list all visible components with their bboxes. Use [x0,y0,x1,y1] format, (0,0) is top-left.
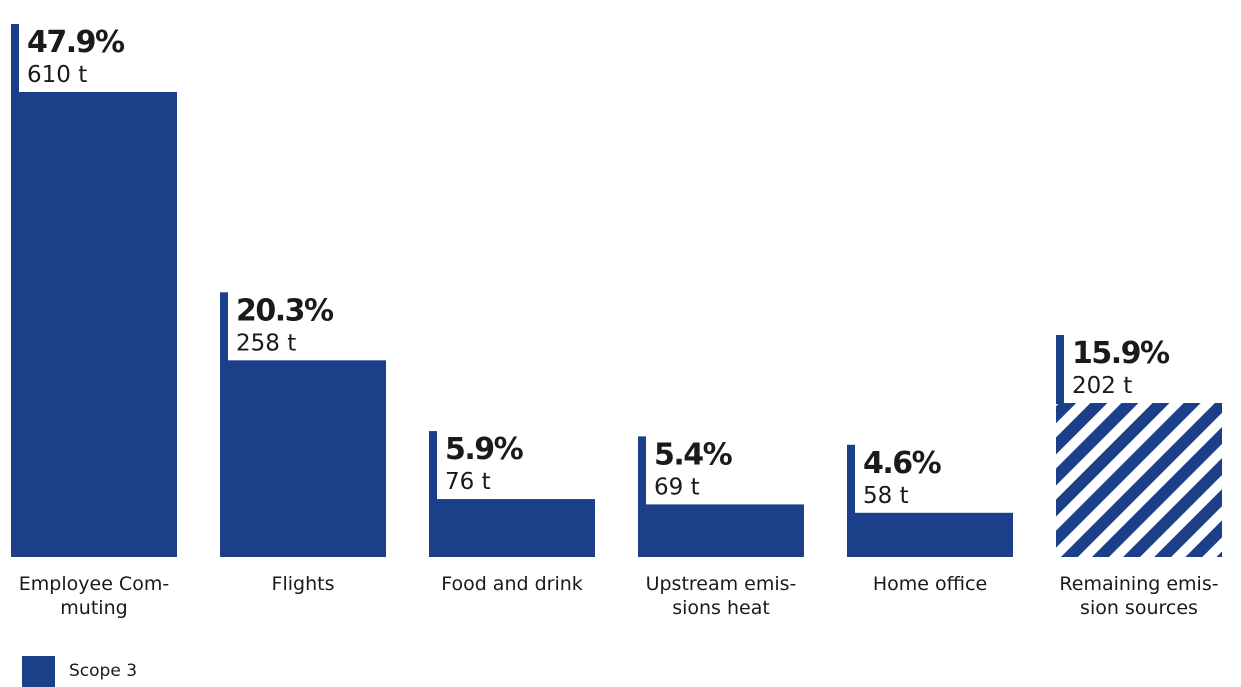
bar-label-accent-flights [220,292,228,362]
bar-food-and-drink [429,499,595,557]
percent-label-remaining-emission-sources: 15.9% [1072,336,1170,371]
bar-remaining-emission-sources [1056,403,1222,557]
bar-flights [220,360,386,557]
percent-label-employee-commuting: 47.9% [27,25,125,60]
value-label-food-and-drink: 76 t [445,469,491,495]
percent-label-flights: 20.3% [236,293,334,328]
value-label-home-office: 58 t [863,483,909,509]
legend: Scope 3 [22,655,137,687]
bar-employee-commuting [11,92,177,557]
category-label-remaining-emission-sources: Remaining emis- [1059,573,1218,595]
percent-label-food-and-drink: 5.9% [445,432,524,467]
bar-label-accent-employee-commuting [11,24,19,93]
value-label-upstream-emissions-heat: 69 t [654,474,700,500]
legend-swatch-scope-3 [22,655,55,687]
value-label-employee-commuting: 610 t [27,62,87,88]
category-label-employee-commuting: Employee Com- [19,573,169,595]
legend-label-scope-3: Scope 3 [69,661,138,681]
percent-label-home-office: 4.6% [863,446,942,481]
category-label-remaining-emission-sources: sion sources [1080,597,1198,619]
bar-label-accent-food-and-drink [429,431,437,501]
bar-home-office [847,512,1013,557]
category-label-home-office: Home office [873,573,987,595]
bar-label-accent-upstream-emissions-heat [638,436,646,506]
value-label-flights: 258 t [236,330,296,356]
category-label-upstream-emissions-heat: Upstream emis- [646,573,797,595]
bar-label-accent-home-office [847,444,855,514]
category-label-food-and-drink: Food and drink [441,573,583,595]
category-label-upstream-emissions-heat: sions heat [672,597,770,619]
bar-upstream-emissions-heat [638,504,804,557]
percent-label-upstream-emissions-heat: 5.4% [654,437,733,472]
category-label-flights: Flights [272,573,335,595]
category-label-employee-commuting: muting [60,597,127,619]
bar-label-accent-remaining-emission-sources [1056,335,1064,405]
value-label-remaining-emission-sources: 202 t [1072,373,1132,399]
